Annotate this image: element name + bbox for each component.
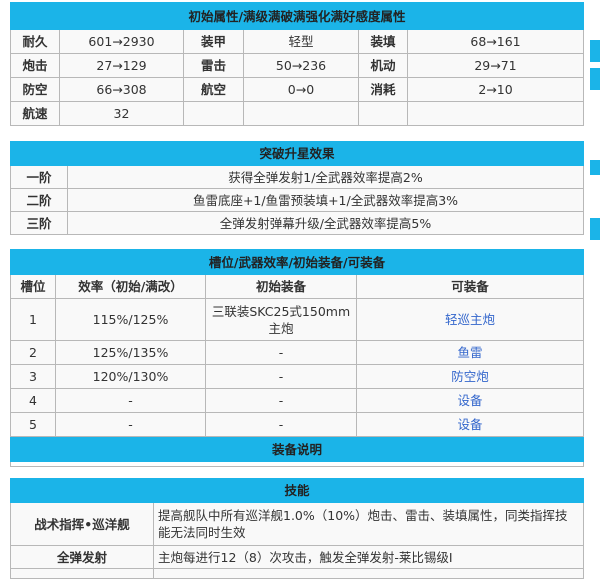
stat-value: 68→161 (407, 29, 584, 54)
slot-number: 4 (10, 388, 56, 413)
slot-number: 2 (10, 340, 56, 365)
stat-value: 66→308 (59, 77, 184, 102)
slot-row: 2 125%/135% - 鱼雷 (10, 340, 584, 365)
tier-effect: 获得全弹发射1/全武器效率提高2% (67, 165, 584, 189)
slot-efficiency: 115%/125% (55, 298, 206, 341)
stat-value (243, 101, 359, 126)
skill-name: 全弹发射 (10, 545, 154, 569)
stat-row: 航速 32 (10, 101, 584, 126)
stat-value (407, 101, 584, 126)
stat-value: 601→2930 (59, 29, 184, 54)
breakthrough-title: 突破升星效果 (10, 141, 584, 166)
col-header: 可装备 (356, 274, 584, 299)
stat-value: 2→10 (407, 77, 584, 102)
equip-type-link[interactable]: 轻巡主炮 (444, 312, 495, 327)
stat-label: 航速 (10, 101, 60, 126)
tier-effect: 全弹发射弹幕升级/全武器效率提高5% (67, 211, 584, 235)
equippable: 鱼雷 (356, 340, 584, 365)
stat-value: 29→71 (407, 53, 584, 78)
slot-efficiency: - (55, 412, 206, 437)
slot-number: 1 (10, 298, 56, 341)
stat-label (358, 101, 408, 126)
stats-title: 初始属性/满级满破满强化满好感度属性 (10, 2, 584, 30)
stat-row: 耐久 601→2930 装甲 轻型 装填 68→161 (10, 29, 584, 54)
stat-label (183, 101, 244, 126)
equip-note-body (10, 461, 584, 467)
slot-efficiency: 125%/135% (55, 340, 206, 365)
equip-type-link[interactable]: 设备 (457, 417, 483, 432)
slot-number: 3 (10, 364, 56, 389)
slot-number: 5 (10, 412, 56, 437)
tier-label: 二阶 (10, 188, 68, 212)
stat-row: 防空 66→308 航空 0→0 消耗 2→10 (10, 77, 584, 102)
breakthrough-row: 一阶 获得全弹发射1/全武器效率提高2% (10, 165, 584, 189)
slots-table: 槽位/武器效率/初始装备/可装备 槽位 效率（初始/满改） 初始装备 可装备 1 115… (10, 249, 584, 467)
slot-efficiency: - (55, 388, 206, 413)
tier-effect: 鱼雷底座+1/鱼雷预装填+1/全武器效率提高3% (67, 188, 584, 212)
stat-label: 装填 (358, 29, 408, 54)
stat-value: 50→236 (243, 53, 359, 78)
side-panel (590, 0, 600, 576)
equippable: 防空炮 (356, 364, 584, 389)
equippable: 设备 (356, 412, 584, 437)
skill-row: 全弹发射 主炮每进行12（8）次攻击，触发全弹发射-莱比锡级I (10, 545, 584, 569)
initial-equipment: - (205, 364, 357, 389)
slot-row: 1 115%/125% 三联装SKC25式150mm主炮 轻巡主炮 (10, 298, 584, 341)
stat-label: 雷击 (183, 53, 244, 78)
equip-type-link[interactable]: 设备 (457, 393, 483, 408)
equippable: 轻巡主炮 (356, 298, 584, 341)
stat-label: 航空 (183, 77, 244, 102)
breakthrough-row: 二阶 鱼雷底座+1/鱼雷预装填+1/全武器效率提高3% (10, 188, 584, 212)
skills-title: 技能 (10, 478, 584, 503)
stat-label: 防空 (10, 77, 60, 102)
initial-equipment: 三联装SKC25式150mm主炮 (205, 298, 357, 341)
equip-type-link[interactable]: 鱼雷 (457, 345, 483, 360)
skill-description: 主炮每进行12（8）次攻击，触发全弹发射-莱比锡级I (153, 545, 584, 569)
initial-equipment: - (205, 340, 357, 365)
initial-equipment: - (205, 388, 357, 413)
stat-row: 炮击 27→129 雷击 50→236 机动 29→71 (10, 53, 584, 78)
stats-table: 初始属性/满级满破满强化满好感度属性 耐久 601→2930 装甲 轻型 装填 68→16… (10, 2, 584, 126)
skills-table: 技能 战术指挥•巡洋舰 提高舰队中所有巡洋舰1.0%（10%）炮击、雷击、装填属性… (10, 478, 584, 579)
equip-note-title: 装备说明 (10, 436, 584, 462)
tier-label: 三阶 (10, 211, 68, 235)
col-header: 初始装备 (205, 274, 357, 299)
stat-value: 轻型 (243, 29, 359, 54)
skill-description: 提高舰队中所有巡洋舰1.0%（10%）炮击、雷击、装填属性，同类指挥技能无法同时… (153, 502, 584, 546)
equippable: 设备 (356, 388, 584, 413)
slot-row: 5- - 设备 (10, 412, 584, 437)
breakthrough-row: 三阶 全弹发射弹幕升级/全武器效率提高5% (10, 211, 584, 235)
slot-row: 4- - 设备 (10, 388, 584, 413)
stat-value: 32 (59, 101, 184, 126)
slot-efficiency: 120%/130% (55, 364, 206, 389)
skill-row: 战术指挥•巡洋舰 提高舰队中所有巡洋舰1.0%（10%）炮击、雷击、装填属性，同类… (10, 502, 584, 546)
col-header: 槽位 (10, 274, 56, 299)
equip-type-link[interactable]: 防空炮 (451, 369, 489, 384)
stat-value: 27→129 (59, 53, 184, 78)
breakthrough-table: 突破升星效果 一阶 获得全弹发射1/全武器效率提高2% 二阶 鱼雷底座+1/鱼雷预装填… (10, 141, 584, 235)
skill-name: 战术指挥•巡洋舰 (10, 502, 154, 546)
stat-label: 装甲 (183, 29, 244, 54)
col-header: 效率（初始/满改） (55, 274, 206, 299)
slots-title: 槽位/武器效率/初始装备/可装备 (10, 249, 584, 275)
stat-value: 0→0 (243, 77, 359, 102)
stat-label: 耐久 (10, 29, 60, 54)
stat-label: 消耗 (358, 77, 408, 102)
initial-equipment: - (205, 412, 357, 437)
stat-label: 机动 (358, 53, 408, 78)
slot-row: 3 120%/130% - 防空炮 (10, 364, 584, 389)
tier-label: 一阶 (10, 165, 68, 189)
stat-label: 炮击 (10, 53, 60, 78)
